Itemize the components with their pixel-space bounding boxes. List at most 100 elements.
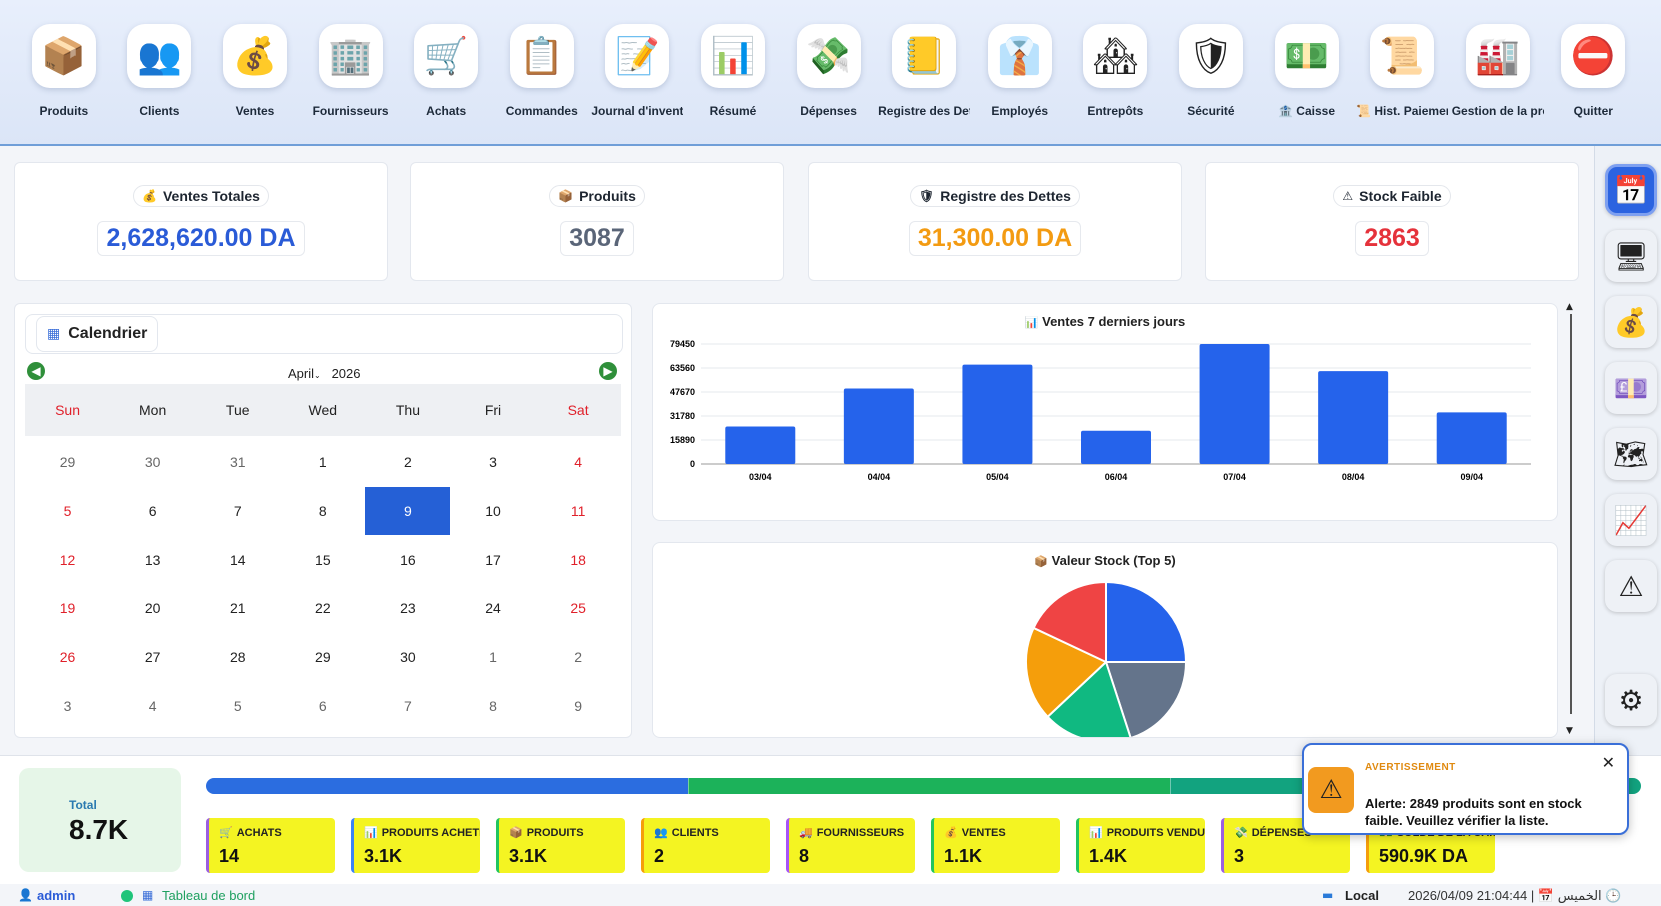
- bar-08-04[interactable]: [1318, 371, 1389, 464]
- month-label[interactable]: April: [288, 366, 315, 381]
- toolbar-icon-13[interactable]: 💵: [1274, 24, 1339, 88]
- calendar-day[interactable]: 6: [318, 697, 327, 714]
- calendar-day[interactable]: 19: [59, 600, 76, 617]
- calendar-day[interactable]: 6: [148, 503, 157, 520]
- calendar-day[interactable]: 10: [485, 503, 501, 520]
- calendar-icon[interactable]: 📅: [1605, 164, 1657, 216]
- calendar-day[interactable]: 14: [229, 551, 246, 568]
- monitor-icon[interactable]: 🖥: [1605, 230, 1657, 282]
- calendar-day[interactable]: 22: [315, 600, 331, 617]
- toolbar-label[interactable]: Clients: [139, 104, 180, 118]
- bar-05-04[interactable]: [962, 364, 1033, 464]
- month-year-selector[interactable]: April⌄ 2026: [288, 366, 361, 381]
- calendar-day[interactable]: 17: [485, 551, 501, 568]
- year-label[interactable]: 2026: [331, 366, 361, 381]
- money-bag-icon[interactable]: 💰: [1605, 296, 1657, 348]
- toolbar-label[interactable]: Produits: [39, 104, 89, 118]
- bar-06-04[interactable]: [1081, 430, 1151, 464]
- toolbar-icon-11[interactable]: 🏘: [1083, 24, 1148, 88]
- toolbar-label[interactable]: Journal d'inventa: [591, 104, 684, 118]
- toolbar-button-depenses[interactable]: 💸 Dépenses: [781, 0, 877, 144]
- toolbar-button-journal-d-inventa[interactable]: 📝 Journal d'inventa: [590, 0, 686, 144]
- toolbar-button-commandes[interactable]: 📋 Commandes: [494, 0, 590, 144]
- summary-tile-ventes[interactable]: 💰 VENTES 1.1K: [931, 818, 1060, 873]
- calendar-day[interactable]: 21: [229, 600, 246, 617]
- toolbar-icon-10[interactable]: 👔: [987, 24, 1052, 88]
- toolbar-label[interactable]: Quitter: [1573, 104, 1613, 118]
- pie-slice-2[interactable]: [1104, 661, 1188, 738]
- calendar-day[interactable]: 23: [400, 600, 416, 617]
- content-scrollbar[interactable]: ▲ ▼: [1563, 302, 1579, 740]
- summary-tile-fournisseurs[interactable]: 🚚 FOURNISSEURS 8: [786, 818, 915, 873]
- calendar-day[interactable]: 18: [570, 551, 586, 568]
- chart-icon[interactable]: 📈: [1605, 494, 1657, 546]
- close-icon[interactable]: ✕: [1601, 753, 1615, 772]
- calendar-day[interactable]: 16: [400, 551, 416, 568]
- pie-slice-5[interactable]: [1032, 580, 1107, 664]
- bar-03-04[interactable]: [725, 426, 796, 464]
- toolbar-icon-6[interactable]: 📝: [605, 24, 670, 88]
- pie-slice-1[interactable]: [1105, 580, 1188, 663]
- toolbar-label[interactable]: Dépenses: [800, 104, 857, 118]
- toolbar-label[interactable]: Résumé: [709, 104, 757, 118]
- toolbar-icon-7[interactable]: 📊: [700, 24, 765, 88]
- toolbar-button-entrepots[interactable]: 🏘 Entrepôts: [1068, 0, 1164, 144]
- calendar-day[interactable]: 24: [485, 600, 501, 617]
- summary-tile-clients[interactable]: 👥 CLIENTS 2: [641, 818, 770, 873]
- calendar-day[interactable]: 1: [318, 454, 327, 471]
- settings-icon[interactable]: ⚙: [1605, 674, 1657, 726]
- calendar-day[interactable]: 28: [229, 649, 246, 666]
- calendar-day[interactable]: 5: [63, 503, 72, 520]
- summary-tile-produits[interactable]: 📦 PRODUITS 3.1K: [496, 818, 625, 873]
- calendar-day[interactable]: 2: [574, 649, 582, 666]
- calendar-day[interactable]: 3: [489, 454, 497, 471]
- toolbar-label[interactable]: Entrepôts: [1087, 104, 1144, 118]
- calendar-day[interactable]: 30: [400, 649, 416, 666]
- toolbar-label[interactable]: 🏦 Caisse: [1278, 104, 1335, 118]
- calendar-day[interactable]: 13: [144, 551, 161, 568]
- calendar-day[interactable]: 9: [365, 486, 451, 536]
- bar-04-04[interactable]: [843, 388, 914, 464]
- toolbar-button-caisse[interactable]: 💵 🏦 Caisse: [1259, 0, 1355, 144]
- next-month-button[interactable]: ▶: [599, 362, 617, 380]
- toolbar-icon-8[interactable]: 💸: [796, 24, 861, 88]
- toolbar-button-gestion-de-la-produ[interactable]: 🏭 Gestion de la produ: [1450, 0, 1546, 144]
- toolbar-label[interactable]: Sécurité: [1187, 104, 1235, 118]
- calendar-day[interactable]: 12: [59, 551, 76, 568]
- scroll-thumb[interactable]: [1570, 314, 1572, 714]
- calendar-day[interactable]: 29: [315, 649, 331, 666]
- toolbar-icon-16[interactable]: ⛔: [1561, 24, 1626, 88]
- calendar-day[interactable]: 4: [574, 454, 582, 471]
- toolbar-button-ventes[interactable]: 💰 Ventes: [207, 0, 303, 144]
- calendar-day[interactable]: 7: [233, 503, 242, 520]
- previous-month-button[interactable]: ◀: [27, 362, 45, 380]
- warning-icon[interactable]: ⚠: [1605, 560, 1657, 612]
- toolbar-label[interactable]: Gestion de la produ: [1451, 104, 1544, 118]
- calendar-day[interactable]: 15: [315, 551, 331, 568]
- calendar-day[interactable]: 2: [404, 454, 412, 471]
- toolbar-button-clients[interactable]: 👥 Clients: [112, 0, 208, 144]
- toolbar-icon-2[interactable]: 💰: [222, 24, 287, 88]
- toolbar-label[interactable]: Employés: [991, 104, 1049, 118]
- bar-07-04[interactable]: [1199, 344, 1270, 464]
- calendar-day[interactable]: 31: [229, 454, 246, 471]
- calendar-day[interactable]: 26: [59, 649, 76, 666]
- bar-09-04[interactable]: [1436, 412, 1507, 464]
- toolbar-label[interactable]: Registre des Dettes: [878, 104, 970, 118]
- toolbar-button-achats[interactable]: 🛒 Achats: [398, 0, 494, 144]
- calendar-day[interactable]: 8: [318, 503, 327, 520]
- pie-slice-3[interactable]: [1046, 660, 1132, 738]
- toolbar-button-fournisseurs[interactable]: 🏢 Fournisseurs: [303, 0, 399, 144]
- toolbar-button-quitter[interactable]: ⛔ Quitter: [1546, 0, 1642, 144]
- toolbar-icon-3[interactable]: 🏢: [318, 24, 383, 88]
- calendar-day[interactable]: 11: [570, 503, 586, 520]
- pie-slice-4[interactable]: [1025, 626, 1108, 719]
- map-icon[interactable]: 🗺: [1605, 428, 1657, 480]
- calendar-day[interactable]: 5: [233, 697, 242, 714]
- calendar-day[interactable]: 27: [144, 649, 161, 666]
- toolbar-icon-0[interactable]: 📦: [31, 24, 96, 88]
- toolbar-label[interactable]: 📜 Hist. Paiement: [1356, 104, 1449, 118]
- toolbar-icon-4[interactable]: 🛒: [414, 24, 479, 88]
- calendar-day[interactable]: 29: [59, 454, 76, 471]
- calendar-day[interactable]: 9: [574, 697, 582, 714]
